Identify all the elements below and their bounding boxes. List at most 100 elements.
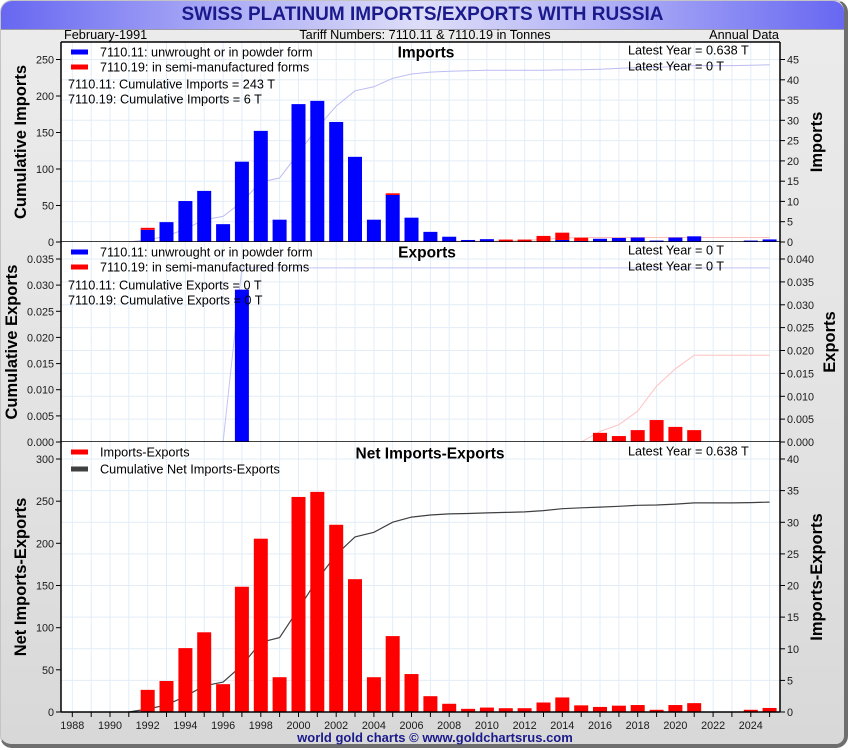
data-frequency-label: Annual Data [709, 28, 779, 42]
net-bar-0-1999 [272, 677, 287, 712]
net-bar-0-1998 [253, 538, 268, 712]
net-bar-0-1996 [216, 684, 231, 712]
net-bar-0-2021 [687, 703, 702, 712]
imports-bar-0-2010 [479, 239, 494, 242]
imports-bar-0-2005 [385, 194, 400, 242]
net-bar-0-2009 [461, 708, 476, 712]
legend-swatch [71, 466, 88, 472]
imports-bar-0-2025 [762, 239, 777, 242]
imports-bar-0-2004 [366, 219, 381, 242]
net-bar-0-2017 [611, 705, 626, 712]
x-tick-label: 2014 [550, 720, 574, 732]
right-tick-label: 30 [787, 517, 799, 529]
net-bar-0-2007 [423, 696, 438, 712]
net-bar-0-2003 [348, 579, 362, 712]
net-bar-0-2019 [649, 709, 664, 712]
right-tick-label: 0.035 [787, 277, 814, 289]
exports-plot-area [61, 242, 780, 442]
net-bar-0-2013 [536, 702, 551, 712]
legend-label: Imports-Exports [100, 446, 190, 460]
imports-bar-0-2016 [593, 238, 607, 242]
exports-bar-1-2018 [630, 430, 645, 442]
imports-bar-1-2014 [555, 232, 570, 240]
footer-credit: world gold charts © www.goldchartsrus.co… [297, 730, 573, 745]
left-tick-label: 200 [36, 538, 54, 550]
imports-bar-0-1998 [253, 130, 268, 242]
x-tick-label: 2004 [362, 720, 386, 732]
legend-swatch [71, 249, 88, 255]
net-bar-0-2016 [593, 706, 607, 712]
latest-year-annotation: Latest Year = 0 T [628, 260, 724, 274]
right-tick-label: 15 [787, 176, 799, 188]
legend-label: 7110.11: unwrought or in powder form [100, 246, 313, 260]
net-bar-0-2014 [555, 697, 570, 712]
x-tick-label: 1988 [60, 720, 84, 732]
imports-bar-0-1994 [178, 201, 193, 242]
right-tick-label: 20 [787, 581, 799, 593]
right-tick-label: 10 [787, 644, 799, 656]
cumulative-total-annotation: 7110.19: Cumulative Imports = 6 T [68, 93, 262, 107]
exports-bar-1-2021 [687, 430, 702, 442]
title-bar: SWISS PLATINUM IMPORTS/EXPORTS WITH RUSS… [1, 1, 844, 30]
latest-year-annotation: Latest Year = 0.638 T [628, 44, 749, 58]
right-tick-label: 0.015 [787, 368, 814, 380]
left-tick-label: 200 [36, 91, 54, 103]
imports-bar-0-1992 [140, 229, 155, 242]
imports-bar-0-2008 [442, 236, 457, 242]
net-bar-0-2002 [329, 524, 344, 712]
x-tick-label: 2002 [324, 720, 348, 732]
imports-bar-1-2011 [498, 239, 513, 242]
imports-bar-1-2005 [385, 193, 400, 195]
right-tick-label: 10 [787, 196, 799, 208]
right-tick-label: 20 [787, 156, 799, 168]
net-bar-0-2001 [310, 491, 325, 712]
left-tick-label: 100 [36, 623, 54, 635]
legend-label: 7110.19: in semi-manufactured forms [100, 261, 309, 275]
net-bar-0-2011 [498, 708, 513, 712]
net-bar-0-2012 [517, 708, 532, 712]
imports-bar-0-2007 [423, 231, 438, 242]
net-plot-area [61, 442, 780, 712]
legend-label: Cumulative Net Imports-Exports [100, 463, 280, 477]
exports-right-axis-title: Exports [821, 311, 839, 372]
imports-bar-0-2018 [630, 237, 645, 242]
imports-right-axis-title: Imports [808, 112, 826, 173]
left-tick-label: 0.000 [27, 437, 54, 449]
net-bar-0-2015 [574, 705, 589, 712]
x-tick-label: 2006 [399, 720, 423, 732]
left-tick-label: 50 [42, 201, 54, 213]
net-bar-0-1995 [197, 632, 212, 712]
legend-label: 7110.11: unwrought or in powder form [100, 46, 313, 60]
legend-swatch [71, 264, 88, 270]
net-bar-0-1993 [159, 681, 174, 712]
left-tick-label: 0.010 [27, 385, 54, 397]
net-bar-0-2006 [404, 674, 419, 712]
right-tick-label: 0.010 [787, 391, 814, 403]
imports-bar-0-2020 [668, 237, 683, 242]
left-tick-label: 0.020 [27, 332, 54, 344]
legend-swatch [71, 449, 88, 455]
left-tick-label: 300 [36, 454, 54, 466]
net-bar-0-1994 [178, 648, 193, 712]
x-tick-label: 2012 [513, 720, 537, 732]
right-tick-label: 0.030 [787, 300, 814, 312]
right-tick-label: 45 [787, 55, 799, 67]
net-bars [140, 491, 777, 712]
net-left-axis-title: Net Imports-Exports [12, 498, 30, 657]
right-tick-label: 25 [787, 549, 799, 561]
imports-bar-0-2003 [348, 156, 362, 242]
imports-bar-1-2012 [517, 239, 532, 242]
x-tick-label: 1998 [249, 720, 273, 732]
imports-grid [61, 42, 780, 242]
cumulative-total-annotation: 7110.11: Cumulative Imports = 243 T [68, 78, 275, 92]
exports-bars [234, 289, 702, 442]
latest-year-annotation: Latest Year = 0 T [628, 244, 724, 258]
right-tick-label: 30 [787, 115, 799, 127]
imports-bar-0-2000 [291, 104, 306, 242]
imports-bar-0-2001 [310, 100, 325, 243]
right-tick-label: 5 [787, 675, 793, 687]
legend-swatch [71, 49, 88, 55]
imports-bar-0-2009 [461, 239, 476, 242]
tariff-numbers-label: Tariff Numbers: 7110.11 & 7110.19 in Ton… [299, 28, 551, 42]
left-tick-label: 150 [36, 128, 54, 140]
